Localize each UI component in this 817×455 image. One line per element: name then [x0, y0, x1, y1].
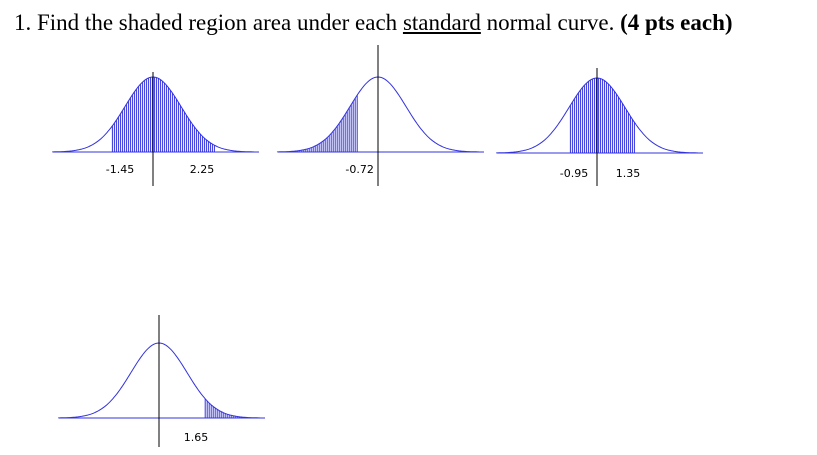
normal-curve: -0.72 [276, 45, 484, 186]
bound-label: 1.35 [616, 167, 641, 180]
question-underlined: standard [402, 10, 481, 35]
bound-label: -1.45 [106, 163, 134, 176]
shaded-region [111, 77, 215, 152]
question: 1. Find the shaded region area under eac… [14, 10, 733, 36]
bound-label: 1.65 [184, 431, 209, 444]
question-text: Find the shaded region area under each [37, 10, 398, 35]
bound-label: 2.25 [190, 163, 215, 176]
normal-curve: 1.65 [58, 315, 265, 447]
bound-label: -0.72 [345, 163, 373, 176]
question-number: 1. [14, 10, 32, 35]
question-bold: (4 pts each) [620, 10, 733, 35]
normal-curve: -0.95 1.35 [496, 68, 703, 186]
question-rest: normal curve. [486, 10, 615, 35]
bound-label: -0.95 [560, 167, 588, 180]
normal-curve: -1.45 2.25 [52, 72, 259, 186]
shaded-region [569, 78, 635, 153]
shaded-region [276, 95, 358, 152]
